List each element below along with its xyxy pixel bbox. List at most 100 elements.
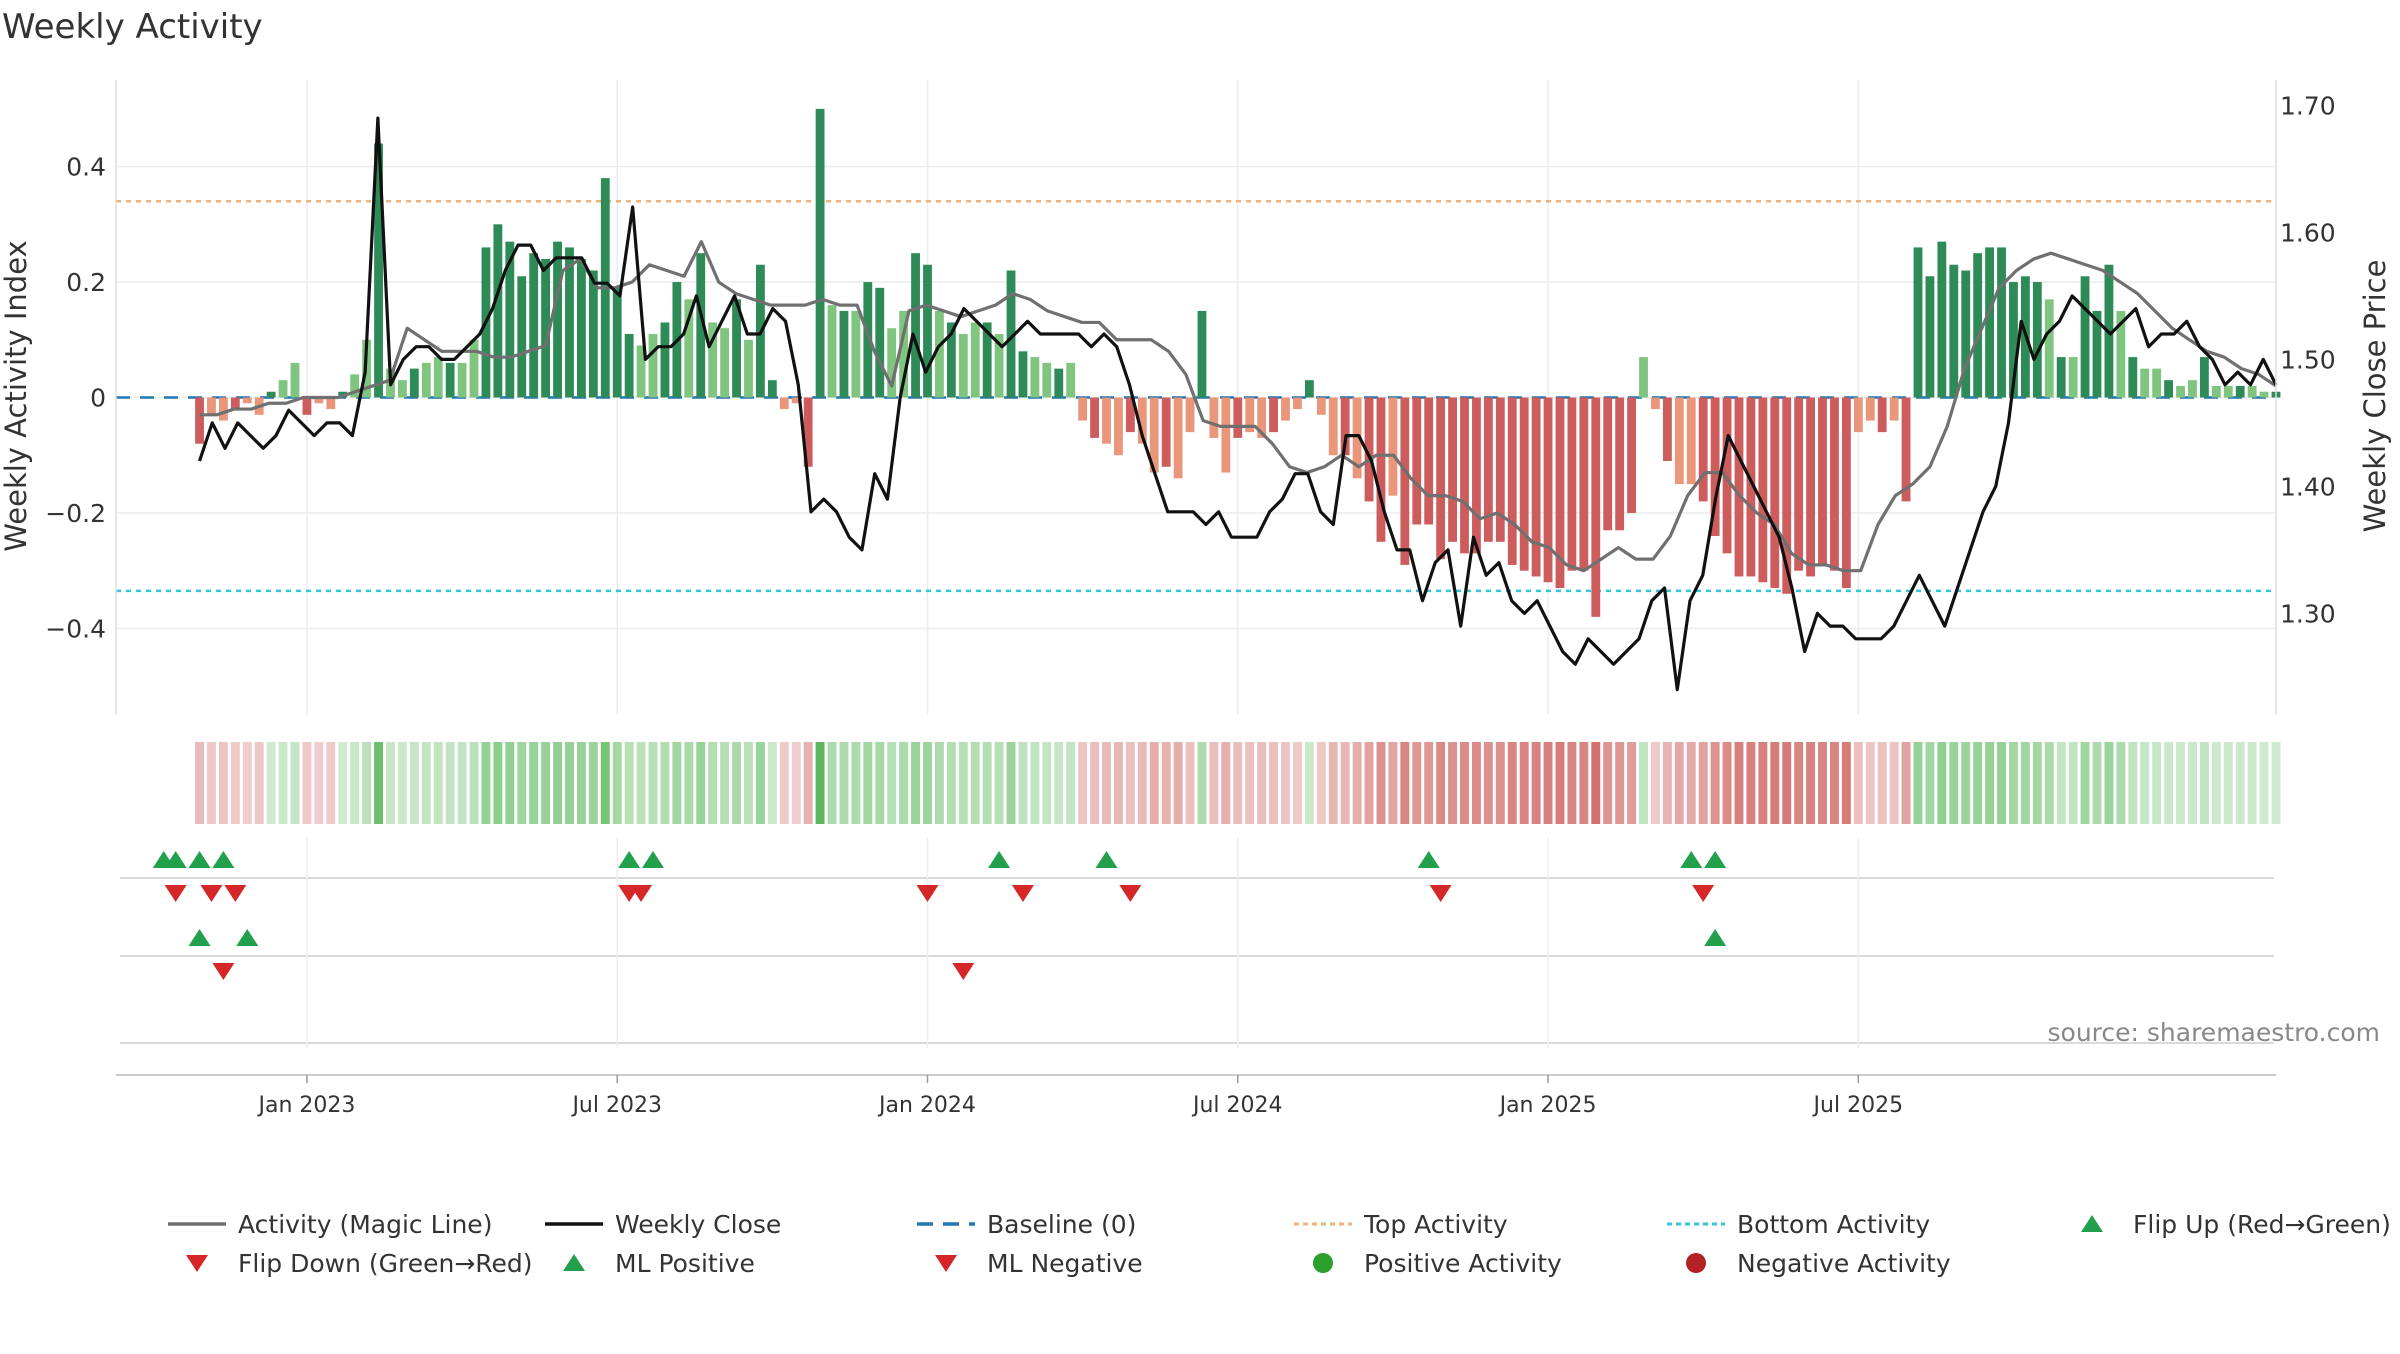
heat-strip-cell: [2080, 742, 2090, 824]
heat-strip-cell: [1531, 742, 1541, 824]
heat-strip-cell: [2176, 742, 2185, 824]
activity-bar: [1985, 247, 1995, 398]
activity-bar: [1042, 362, 1052, 398]
heat-strip-cell: [899, 742, 909, 824]
heat-strip-cell: [1567, 742, 1577, 824]
ml-positive-marker: [236, 929, 259, 946]
heat-strip-cell: [1734, 742, 1744, 824]
legend-baseline-0: Baseline (0): [917, 1210, 1136, 1239]
activity-bar: [1340, 397, 1350, 456]
flip-down-marker: [1429, 885, 1452, 902]
heat-strip-cell: [720, 742, 730, 824]
activity-bar: [1293, 397, 1302, 410]
activity-bar: [636, 345, 646, 398]
heat-strip-cell: [1877, 742, 1887, 824]
heat-strip-cell: [1221, 742, 1231, 824]
heat-strip-cell: [588, 742, 598, 824]
activity-bar: [1328, 397, 1338, 456]
heat-strip-cell: [2199, 742, 2209, 824]
activity-bar: [1114, 397, 1123, 456]
heat-strip-cell: [2044, 742, 2054, 824]
legend-label: ML Negative: [987, 1249, 1143, 1278]
activity-bar: [946, 322, 956, 398]
heat-strip-cell: [541, 742, 551, 824]
activity-bar: [1531, 397, 1541, 577]
heat-strip-cell: [755, 742, 765, 824]
legend-label: Flip Down (Green→Red): [238, 1249, 533, 1278]
heat-strip-cell: [1853, 742, 1863, 824]
activity-bar: [1555, 397, 1565, 588]
heat-strip-cell: [362, 742, 372, 824]
heat-strip-cell: [421, 742, 431, 824]
activity-bar: [851, 310, 861, 398]
activity-bar: [767, 380, 777, 398]
heat-strip-cell: [266, 742, 276, 824]
activity-bar: [207, 397, 216, 415]
activity-bar: [648, 334, 658, 398]
activity-bar: [684, 299, 694, 398]
activity-bar: [899, 310, 909, 398]
heat-strip-cell: [1985, 742, 1995, 824]
heat-strip-cell: [1233, 742, 1243, 824]
activity-bar: [1770, 397, 1780, 588]
activity-bar: [1865, 397, 1875, 421]
legend-negative-activity: Negative Activity: [1686, 1249, 1951, 1278]
legend-flip-down-green-red: Flip Down (Green→Red): [186, 1249, 533, 1278]
heat-strip-cell: [2140, 742, 2150, 824]
flip-up-marker: [1704, 851, 1727, 868]
legend-triangle-down-icon: [935, 1255, 957, 1272]
heat-strip-cell: [1961, 742, 1971, 824]
x-tick-label: Jul 2023: [570, 1093, 662, 1118]
heat-strip-cell: [1448, 742, 1458, 824]
heat-strip-cell: [2116, 742, 2126, 824]
heat-strip-cell: [1460, 742, 1469, 824]
activity-heat-strip: [195, 742, 2281, 824]
heat-strip-cell: [624, 742, 634, 824]
heat-strip-cell: [493, 742, 503, 824]
heat-strip-cell: [314, 742, 324, 824]
activity-bar: [1316, 397, 1326, 415]
heat-strip-cell: [2068, 742, 2078, 824]
activity-bar: [1352, 397, 1362, 479]
heat-strip-cell: [684, 742, 694, 824]
heat-strip-cell: [660, 742, 670, 824]
x-tick-label: Jul 2025: [1812, 1093, 1904, 1118]
activity-bar: [1018, 351, 1028, 398]
activity-bar: [612, 287, 622, 398]
heat-strip-cell: [1424, 742, 1434, 824]
ml-positive-marker: [1704, 929, 1727, 946]
activity-bars: [195, 108, 2281, 617]
heat-strip-cell: [1507, 742, 1517, 824]
legend-ml-positive: ML Positive: [563, 1249, 755, 1278]
legend-label: Negative Activity: [1737, 1249, 1951, 1278]
activity-bar: [1006, 270, 1016, 398]
activity-bar: [1483, 397, 1493, 542]
activity-bar: [242, 397, 252, 404]
heat-strip-cell: [457, 742, 467, 824]
legend-positive-activity: Positive Activity: [1313, 1249, 1562, 1278]
heat-strip-cell: [1161, 742, 1171, 824]
heat-strip-cell: [1185, 742, 1195, 824]
activity-bar: [374, 143, 383, 398]
y-tick-label-left: 0.2: [66, 268, 106, 297]
heat-strip-cell: [2020, 742, 2030, 824]
activity-bar: [278, 380, 288, 398]
activity-bar: [1233, 397, 1243, 438]
activity-bar: [230, 397, 240, 410]
activity-bar: [1877, 397, 1887, 433]
heat-strip-cell: [1865, 742, 1875, 824]
heat-strip-cell: [1579, 742, 1589, 824]
heat-strip-cell: [970, 742, 980, 824]
flip-down-marker: [1011, 885, 1034, 902]
heat-strip-cell: [1662, 742, 1672, 824]
heat-strip-cell: [290, 742, 300, 824]
heat-strip-cell: [1078, 742, 1088, 824]
heat-strip-cell: [732, 742, 742, 824]
activity-bar: [1269, 397, 1278, 433]
activity-bar: [1853, 397, 1863, 433]
activity-bar: [2199, 357, 2209, 398]
activity-bar: [1889, 397, 1899, 421]
activity-bar: [421, 362, 431, 398]
heat-strip-cell: [1650, 742, 1660, 824]
activity-bar: [720, 328, 730, 398]
